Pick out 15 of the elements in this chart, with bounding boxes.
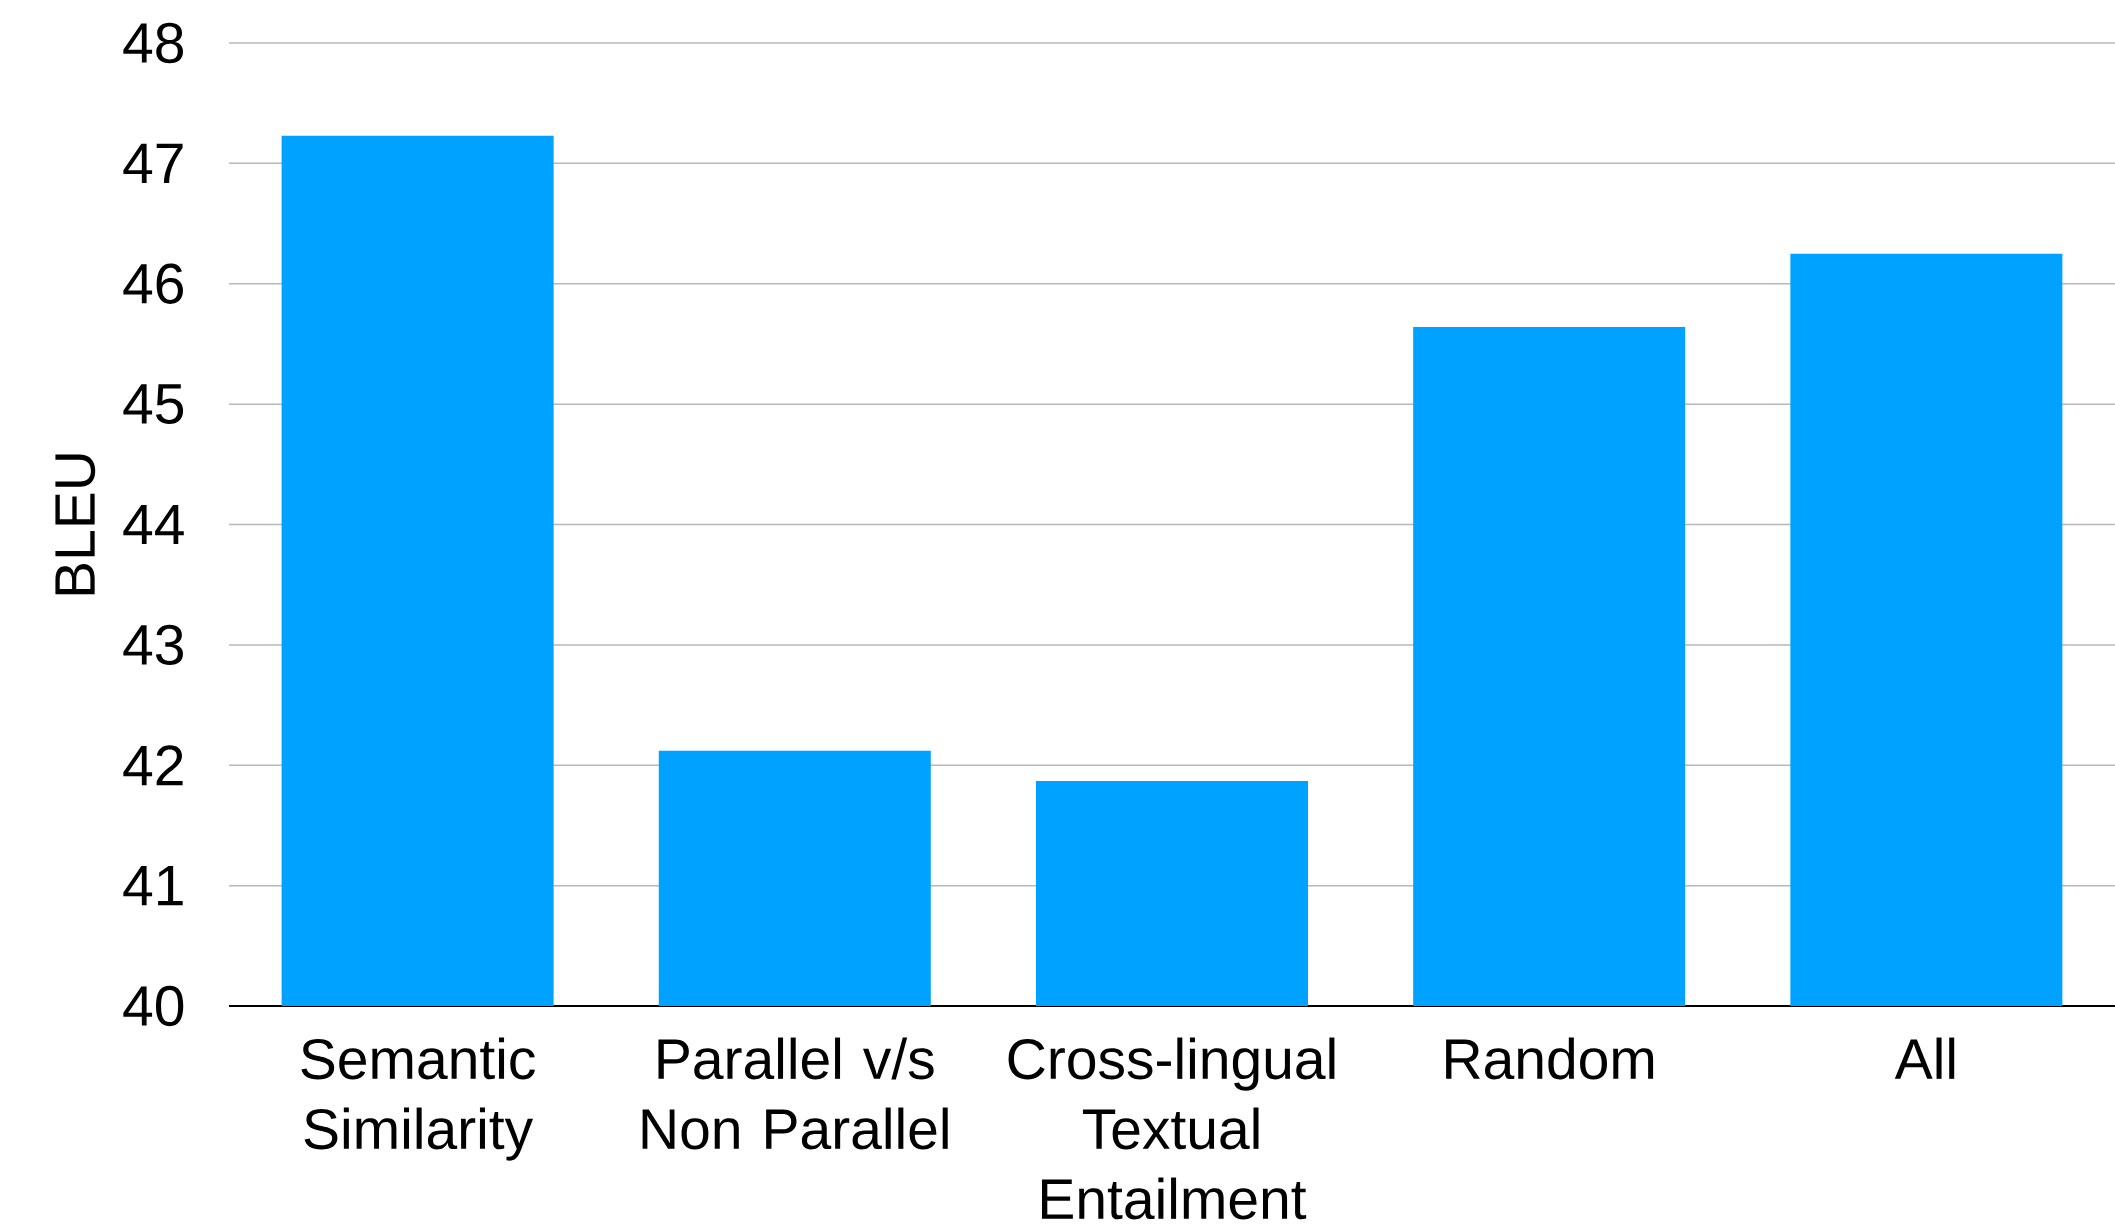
y-tick-label: 48: [123, 22, 183, 64]
x-tick-label: Semantic Similarity: [301, 1037, 535, 1161]
y-tick-label: 41: [123, 866, 183, 906]
y-tick-label: 40: [123, 985, 184, 1027]
y-tick-label: 44: [123, 504, 184, 545]
y-tick-label: 43: [123, 624, 183, 666]
x-tick-label: Cross-lingual Textual Entailment: [1008, 1037, 1335, 1220]
y-tick-label: 42: [123, 745, 183, 786]
y-tick-label: 47: [123, 143, 183, 183]
y-axis-title: BLEU: [55, 454, 96, 595]
x-tick-label: Random: [1446, 1037, 1654, 1080]
x-tick-label: Parallel v/s Non Parallel: [642, 1037, 948, 1150]
y-tick-label: 46: [123, 263, 183, 304]
y-tick-label: 45: [123, 384, 184, 425]
x-tick-label: All: [1894, 1037, 1955, 1079]
